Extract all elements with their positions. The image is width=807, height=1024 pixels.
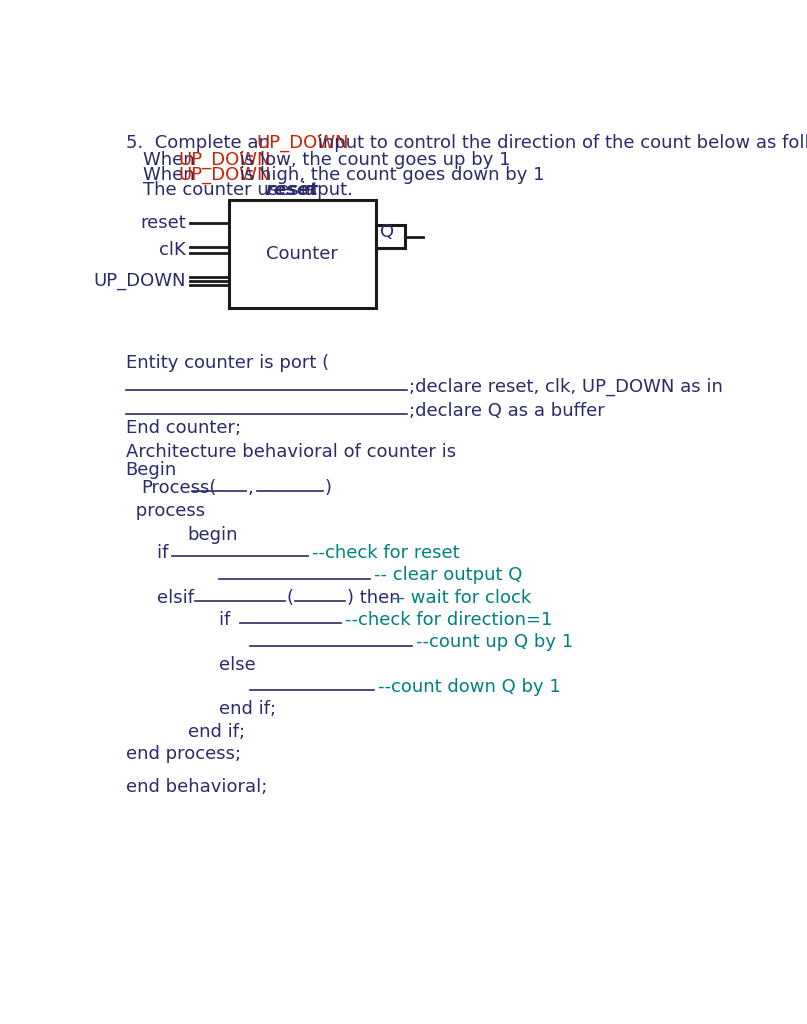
Text: clK: clK (159, 241, 186, 259)
Text: Begin: Begin (126, 461, 177, 479)
Text: if: if (157, 544, 174, 562)
Text: ,: , (248, 478, 253, 497)
Text: --count up Q by 1: --count up Q by 1 (416, 634, 574, 651)
Text: End counter;: End counter; (126, 420, 240, 437)
Text: -- clear output Q: -- clear output Q (374, 566, 522, 585)
Text: reset: reset (140, 214, 186, 232)
Text: The counter uses a: The counter uses a (143, 181, 321, 200)
Text: --check for direction=1: --check for direction=1 (345, 611, 552, 629)
Text: UP_DOWN: UP_DOWN (178, 166, 271, 184)
Bar (376, 225, 405, 249)
Bar (228, 200, 376, 307)
Text: --count down Q by 1: --count down Q by 1 (378, 678, 560, 696)
Text: UP_DOWN: UP_DOWN (178, 151, 271, 169)
Text: ;declare Q as a buffer: ;declare Q as a buffer (409, 401, 605, 420)
Text: 5.  Complete an: 5. Complete an (126, 134, 275, 153)
Text: UP_DOWN: UP_DOWN (257, 134, 349, 153)
Text: ;declare reset, clk, UP_DOWN as in: ;declare reset, clk, UP_DOWN as in (409, 378, 723, 396)
Text: Counter: Counter (266, 245, 338, 263)
Text: is high, the count goes down by 1: is high, the count goes down by 1 (234, 166, 545, 184)
Text: Entity counter is port (: Entity counter is port ( (126, 354, 328, 372)
Text: is low, the count goes up by 1: is low, the count goes up by 1 (234, 151, 511, 169)
Text: end process;: end process; (126, 745, 240, 763)
Text: Process(: Process( (141, 478, 216, 497)
Text: UP_DOWN: UP_DOWN (94, 271, 186, 290)
Text: reset: reset (266, 181, 318, 200)
Text: end if;: end if; (188, 723, 245, 740)
Text: input to control the direction of the count below as follows:: input to control the direction of the co… (312, 134, 807, 153)
Text: ) then: ) then (346, 589, 400, 607)
Text: -- wait for clock: -- wait for clock (391, 589, 531, 607)
Text: else: else (219, 655, 256, 674)
Text: end if;: end if; (219, 700, 276, 719)
Text: Q: Q (380, 223, 394, 241)
Text: Architecture behavioral of counter is: Architecture behavioral of counter is (126, 443, 456, 461)
Text: if: if (219, 611, 241, 629)
Text: input.: input. (295, 181, 353, 200)
Text: elsif: elsif (157, 589, 199, 607)
Text: When: When (143, 151, 200, 169)
Text: --check for reset: --check for reset (312, 544, 459, 562)
Text: end behavioral;: end behavioral; (126, 778, 267, 796)
Text: process: process (130, 503, 205, 520)
Text: (: ( (286, 589, 294, 607)
Text: When: When (143, 166, 200, 184)
Text: begin: begin (188, 526, 238, 545)
Text: ): ) (324, 478, 331, 497)
